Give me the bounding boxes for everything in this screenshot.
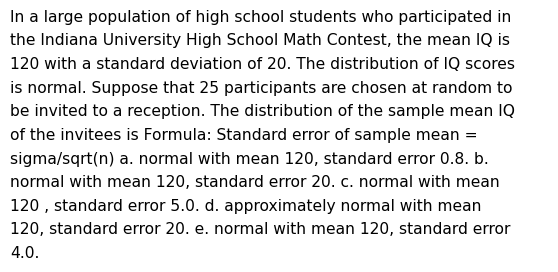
Text: 120 , standard error 5.0. d. approximately normal with mean: 120 , standard error 5.0. d. approximate… — [10, 199, 482, 214]
Text: be invited to a reception. The distribution of the sample mean IQ: be invited to a reception. The distribut… — [10, 104, 515, 119]
Text: is normal. Suppose that 25 participants are chosen at random to: is normal. Suppose that 25 participants … — [10, 81, 513, 95]
Text: the Indiana University High School Math Contest, the mean IQ is: the Indiana University High School Math … — [10, 33, 510, 48]
Text: In a large population of high school students who participated in: In a large population of high school stu… — [10, 10, 512, 24]
Text: 120 with a standard deviation of 20. The distribution of IQ scores: 120 with a standard deviation of 20. The… — [10, 57, 515, 72]
Text: of the invitees is Formula: Standard error of sample mean =: of the invitees is Formula: Standard err… — [10, 128, 478, 143]
Text: sigma/sqrt(n) a. normal with mean 120, standard error 0.8. b.: sigma/sqrt(n) a. normal with mean 120, s… — [10, 152, 489, 166]
Text: 120, standard error 20. e. normal with mean 120, standard error: 120, standard error 20. e. normal with m… — [10, 222, 511, 237]
Text: 4.0.: 4.0. — [10, 246, 40, 261]
Text: normal with mean 120, standard error 20. c. normal with mean: normal with mean 120, standard error 20.… — [10, 175, 500, 190]
